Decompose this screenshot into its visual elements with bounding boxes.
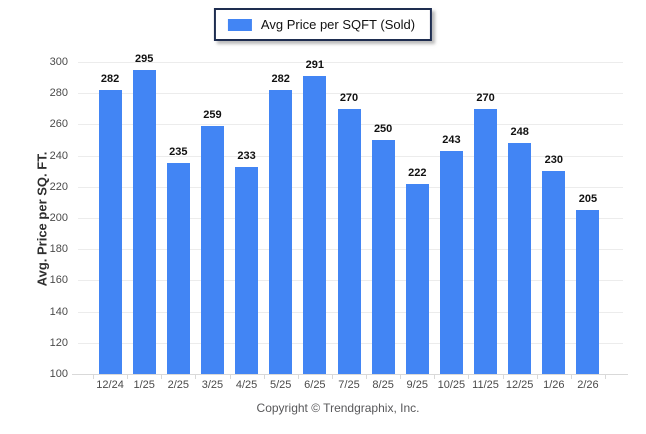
x-tick-label: 2/25 — [167, 379, 190, 391]
y-tick-label: 180 — [49, 243, 68, 256]
bar-value-label: 259 — [203, 108, 222, 121]
x-axis-tick-mark — [502, 374, 504, 379]
x-tick-label: 1/25 — [133, 379, 155, 391]
x-axis-tick-mark — [605, 374, 606, 379]
bar-value-label: 230 — [544, 154, 563, 167]
x-axis-tick-mark — [400, 374, 402, 379]
y-tick-label: 260 — [49, 118, 68, 131]
x-tick-label: 5/25 — [270, 379, 292, 391]
y-tick-label: 240 — [49, 149, 68, 162]
bar-value-label: 295 — [135, 52, 154, 65]
x-tick-label: 8/25 — [372, 379, 394, 391]
x-axis-tick-mark — [366, 374, 368, 379]
x-tick-label: 11/25 — [472, 379, 499, 391]
x-axis-tick-mark — [536, 374, 538, 379]
bar-12/25 — [508, 143, 532, 374]
bar-7/25 — [337, 108, 361, 374]
y-tick-label: 200 — [49, 212, 68, 224]
x-tick-label: 7/25 — [338, 379, 360, 391]
gridline — [78, 93, 623, 95]
x-axis-line — [72, 374, 628, 375]
bar-6/25 — [303, 76, 327, 374]
y-tick-label: 100 — [49, 368, 68, 380]
bar-12/24 — [98, 90, 122, 374]
bar-value-label: 270 — [339, 91, 359, 104]
legend-label: Avg Price per SQFT (Sold) — [260, 17, 416, 32]
x-axis-tick-mark — [468, 374, 470, 379]
bar-value-label: 222 — [408, 166, 427, 179]
gridline — [78, 62, 623, 63]
x-tick-label: 4/25 — [235, 379, 258, 391]
bar-value-label: 243 — [442, 133, 461, 146]
bar-4/25 — [235, 166, 259, 374]
bar-value-label: 282 — [100, 73, 120, 86]
x-axis-tick-mark — [161, 374, 163, 379]
bar-value-label: 270 — [476, 91, 495, 104]
x-tick-label: 12/25 — [505, 379, 534, 391]
x-axis-tick-mark — [195, 374, 197, 379]
bar-2/25 — [166, 163, 190, 374]
bar-value-label: 248 — [510, 126, 529, 139]
bar-2/26 — [576, 210, 600, 374]
bar-value-label: 291 — [305, 59, 325, 72]
x-axis-tick-mark — [263, 374, 265, 379]
y-tick-label: 140 — [49, 305, 68, 318]
bar-1/26 — [542, 171, 566, 374]
x-axis-tick-mark — [93, 374, 94, 379]
y-tick-label: 280 — [49, 87, 68, 100]
bar-8/25 — [371, 140, 395, 374]
x-axis-tick-mark — [229, 374, 231, 379]
y-tick-label: 160 — [49, 274, 68, 287]
bar-1/25 — [132, 69, 156, 374]
bar-value-label: 205 — [578, 193, 598, 206]
bar-value-label: 233 — [237, 149, 256, 162]
x-tick-label: 12/24 — [96, 379, 124, 391]
x-tick-label: 2/26 — [577, 379, 599, 391]
x-axis-tick-mark — [434, 374, 436, 379]
x-tick-label: 9/25 — [406, 379, 428, 391]
bar-9/25 — [405, 183, 429, 374]
x-axis-tick-mark — [297, 374, 299, 379]
y-tick-label: 220 — [49, 180, 68, 193]
x-axis-tick-mark — [127, 374, 129, 379]
x-tick-label: 6/25 — [304, 379, 326, 391]
bar-10/25 — [439, 150, 463, 374]
x-axis-tick-mark — [570, 374, 572, 379]
bar-5/25 — [269, 90, 293, 374]
y-tick-label: 300 — [49, 56, 68, 68]
bar-3/25 — [200, 125, 224, 374]
y-tick-label: 120 — [49, 336, 68, 349]
copyright-text: Copyright © Trendgraphix, Inc. — [256, 401, 420, 415]
legend: Avg Price per SQFT (Sold) — [213, 8, 433, 41]
x-tick-label: 1/26 — [543, 379, 565, 391]
bar-value-label: 250 — [373, 123, 393, 135]
legend-swatch-icon — [227, 18, 252, 31]
bar-11/25 — [474, 108, 498, 374]
bar-value-label: 235 — [169, 146, 188, 159]
x-axis-tick-mark — [331, 374, 333, 379]
bar-value-label: 282 — [271, 73, 290, 86]
x-tick-label: 10/25 — [437, 379, 466, 391]
x-tick-label: 3/25 — [201, 379, 224, 391]
